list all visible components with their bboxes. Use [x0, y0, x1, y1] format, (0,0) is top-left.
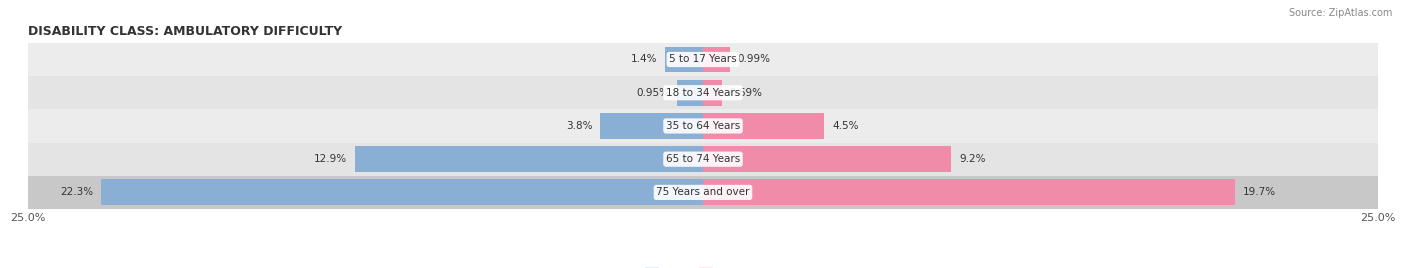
Bar [600, 113, 703, 139]
Bar [28, 43, 1378, 76]
Text: 65 to 74 Years: 65 to 74 Years [666, 154, 740, 164]
Text: 12.9%: 12.9% [314, 154, 347, 164]
Text: 1.4%: 1.4% [631, 54, 657, 65]
Bar [28, 143, 1378, 176]
Bar [703, 146, 952, 172]
Text: 5 to 17 Years: 5 to 17 Years [669, 54, 737, 65]
Text: Source: ZipAtlas.com: Source: ZipAtlas.com [1288, 8, 1392, 18]
Bar [678, 80, 703, 106]
Text: DISABILITY CLASS: AMBULATORY DIFFICULTY: DISABILITY CLASS: AMBULATORY DIFFICULTY [28, 25, 342, 38]
Bar [28, 176, 1378, 209]
Text: 3.8%: 3.8% [565, 121, 592, 131]
Bar [703, 47, 730, 72]
Bar [101, 180, 703, 205]
Text: 22.3%: 22.3% [60, 187, 93, 198]
Bar [665, 47, 703, 72]
Bar [703, 113, 824, 139]
Text: 19.7%: 19.7% [1243, 187, 1277, 198]
Text: 18 to 34 Years: 18 to 34 Years [666, 88, 740, 98]
Text: 4.5%: 4.5% [832, 121, 859, 131]
Text: 0.69%: 0.69% [730, 88, 762, 98]
Bar [703, 180, 1234, 205]
Text: 35 to 64 Years: 35 to 64 Years [666, 121, 740, 131]
Text: 0.95%: 0.95% [637, 88, 669, 98]
Text: 0.99%: 0.99% [738, 54, 770, 65]
Bar [354, 146, 703, 172]
Text: 75 Years and over: 75 Years and over [657, 187, 749, 198]
Bar [28, 109, 1378, 143]
Bar [703, 80, 721, 106]
Text: 9.2%: 9.2% [959, 154, 986, 164]
Bar [28, 76, 1378, 109]
